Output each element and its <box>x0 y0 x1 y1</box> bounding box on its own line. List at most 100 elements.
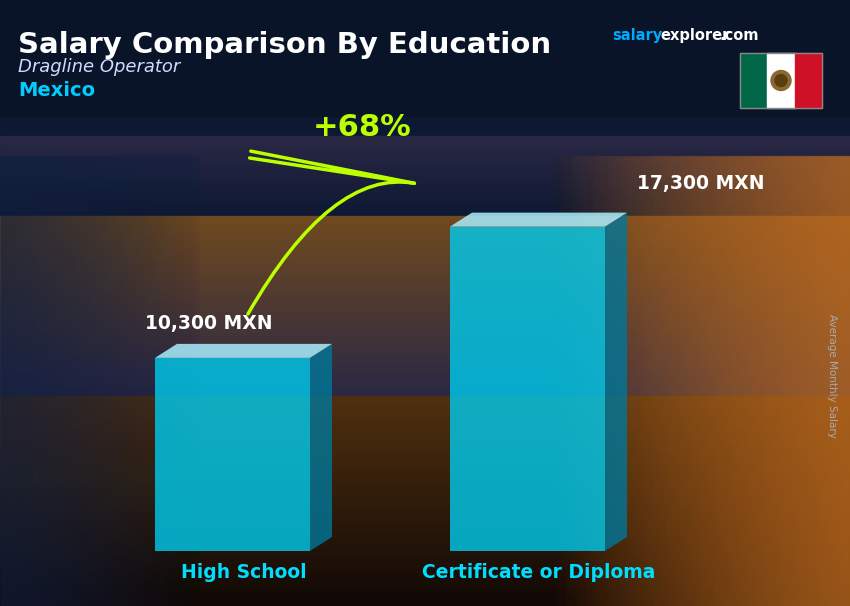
Bar <box>0 503 850 504</box>
Bar <box>0 460 850 461</box>
Bar <box>119 156 120 606</box>
Bar <box>0 594 850 595</box>
Bar <box>0 408 850 409</box>
Bar <box>845 156 846 606</box>
Bar <box>0 553 850 554</box>
Bar <box>578 156 579 606</box>
Bar <box>101 156 102 606</box>
Bar <box>0 527 850 528</box>
Bar <box>654 156 655 606</box>
Bar <box>785 156 786 606</box>
Bar <box>0 601 850 602</box>
Bar <box>145 156 146 606</box>
Bar <box>184 156 185 606</box>
Bar <box>780 156 781 606</box>
Bar <box>0 552 850 553</box>
Bar <box>0 343 850 344</box>
Bar <box>0 244 850 245</box>
Bar <box>0 373 850 374</box>
Bar <box>734 156 735 606</box>
Bar <box>0 180 850 181</box>
Bar <box>0 477 850 478</box>
Bar <box>0 201 850 202</box>
Bar <box>828 156 829 606</box>
Bar <box>584 156 585 606</box>
Bar <box>746 156 747 606</box>
Bar <box>776 156 777 606</box>
Bar <box>70 156 71 606</box>
Bar <box>0 0 850 116</box>
Bar <box>147 156 148 606</box>
Bar <box>846 156 847 606</box>
Bar <box>580 156 581 606</box>
Bar <box>836 156 837 606</box>
Bar <box>134 156 135 606</box>
Bar <box>609 156 610 606</box>
Bar <box>0 414 850 415</box>
Bar <box>0 242 850 243</box>
Bar <box>587 156 588 606</box>
Bar <box>0 571 850 572</box>
Bar <box>608 156 609 606</box>
Bar <box>0 339 850 340</box>
Bar <box>0 170 850 171</box>
Bar <box>0 415 850 416</box>
Bar <box>555 156 556 606</box>
Bar <box>0 469 850 470</box>
Bar <box>0 423 850 424</box>
Bar <box>29 156 30 606</box>
Bar <box>20 156 21 606</box>
Bar <box>0 541 850 542</box>
Bar <box>779 156 780 606</box>
Bar <box>92 156 93 606</box>
Bar <box>586 156 587 606</box>
Bar <box>0 590 850 591</box>
Bar <box>556 156 557 606</box>
Bar <box>0 190 850 191</box>
Bar <box>567 156 568 606</box>
Bar <box>0 271 850 272</box>
Bar <box>0 360 850 361</box>
Bar <box>0 462 850 463</box>
Bar <box>0 452 850 453</box>
Text: explorer: explorer <box>660 28 729 43</box>
Bar <box>0 251 850 252</box>
Bar <box>0 188 850 189</box>
Bar <box>0 300 850 301</box>
Bar <box>0 500 850 501</box>
Bar <box>0 542 850 543</box>
Bar <box>601 156 602 606</box>
Bar <box>0 238 850 239</box>
Bar <box>0 256 850 257</box>
Bar <box>34 156 35 606</box>
Bar <box>165 156 166 606</box>
Bar <box>0 593 850 594</box>
Bar <box>571 156 572 606</box>
Bar <box>18 156 19 606</box>
Bar <box>766 156 767 606</box>
Bar <box>0 149 850 150</box>
Bar <box>640 156 641 606</box>
Bar <box>109 156 110 606</box>
Bar <box>0 370 850 371</box>
Bar <box>105 156 106 606</box>
Bar <box>87 156 88 606</box>
Bar <box>770 156 771 606</box>
Bar <box>0 230 850 231</box>
Bar <box>108 156 109 606</box>
Bar <box>714 156 715 606</box>
Bar <box>194 156 195 606</box>
Bar <box>49 156 50 606</box>
Bar <box>114 156 115 606</box>
Bar <box>722 156 723 606</box>
Bar <box>665 156 666 606</box>
Bar <box>139 156 140 606</box>
Bar <box>682 156 683 606</box>
Bar <box>158 156 159 606</box>
Bar <box>600 156 601 606</box>
Bar <box>0 426 850 427</box>
Bar <box>832 156 833 606</box>
Bar <box>707 156 708 606</box>
Bar <box>825 156 826 606</box>
Bar <box>621 156 622 606</box>
